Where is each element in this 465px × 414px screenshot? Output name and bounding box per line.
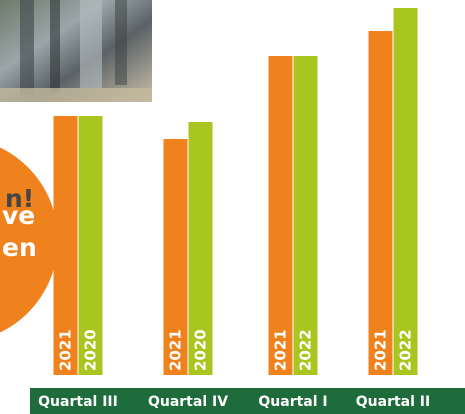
bar-label: 2020: [192, 329, 210, 371]
bar-label: 2022: [397, 329, 415, 371]
x-tick-label: Quartal II: [356, 394, 430, 410]
bar-label: 2021: [57, 329, 75, 371]
x-tick-label: Quartal I: [258, 394, 327, 410]
photo: [0, 0, 152, 102]
page: {"chart_data": {"type": "bar", "categori…: [0, 0, 465, 414]
chart: n! ve en Quartal III20212020Quartal IV20…: [0, 0, 465, 414]
bar: [294, 56, 318, 375]
bar: [369, 31, 393, 375]
bar: [269, 56, 293, 375]
badge-text: ve: [2, 201, 35, 230]
bar-label: 2021: [272, 329, 290, 371]
bar-label: 2022: [297, 329, 315, 371]
badge-text: en: [2, 233, 37, 262]
x-tick-label: Quartal IV: [148, 394, 228, 410]
bar: [394, 8, 418, 375]
bar-label: 2021: [372, 329, 390, 371]
bar-label: 2021: [167, 329, 185, 371]
bar-label: 2020: [82, 329, 100, 371]
x-tick-label: Quartal III: [38, 394, 118, 410]
